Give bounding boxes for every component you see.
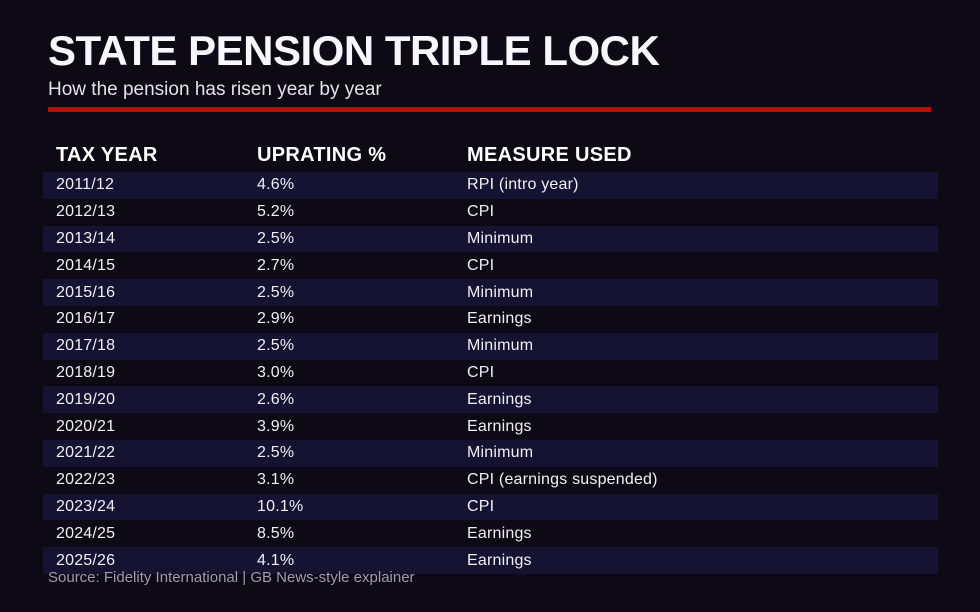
cell-measure: CPI (467, 203, 495, 221)
cell-year: 2020/21 (56, 417, 116, 435)
cell-uprating: 10.1% (257, 497, 304, 515)
cell-year: 2023/24 (56, 497, 116, 515)
cell-measure: CPI (467, 363, 495, 381)
table-row: 2018/19 3.0% CPI (43, 360, 938, 387)
cell-measure: CPI (467, 497, 495, 515)
cell-uprating: 3.1% (257, 471, 295, 489)
table-row: 2017/18 2.5% Minimum (43, 332, 938, 360)
red-divider-line (48, 107, 931, 112)
table-row: 2016/17 2.9% Earnings (43, 306, 938, 333)
table-row: 2013/14 2.5% Minimum (43, 225, 938, 253)
table-row: 2015/16 2.5% Minimum (43, 279, 938, 306)
cell-uprating: 2.5% (257, 283, 295, 301)
column-header-uprating: UPRATING % (257, 144, 387, 166)
cell-measure: Earnings (467, 524, 532, 542)
pension-table: TAX YEAR UPRATING % MEASURE USED 2011/12… (43, 139, 938, 574)
cell-uprating: 2.9% (257, 310, 295, 328)
cell-year: 2019/20 (56, 390, 116, 408)
cell-year: 2017/18 (56, 337, 116, 355)
cell-year: 2021/22 (56, 444, 116, 462)
cell-year: 2014/15 (56, 256, 116, 274)
cell-measure: Earnings (467, 551, 532, 569)
page-title: STATE PENSION TRIPLE LOCK (48, 27, 660, 74)
column-header-measure-used: MEASURE USED (467, 144, 632, 166)
cell-measure: Minimum (467, 444, 534, 462)
cell-year: 2018/19 (56, 363, 116, 381)
cell-year: 2013/14 (56, 229, 116, 247)
cell-uprating: 2.6% (257, 390, 295, 408)
table-body: 2011/12 4.6% RPI (intro year) 2012/13 5.2% CP… (43, 172, 938, 574)
table-row: 2019/20 2.6% Earnings (43, 386, 938, 414)
table-row: 2014/15 2.7% CPI (43, 252, 938, 279)
table-row: 2023/24 10.1% CPI (43, 493, 938, 521)
table-row: 2011/12 4.6% RPI (intro year) (43, 172, 938, 199)
table-row: 2022/23 3.1% CPI (earnings suspended) (43, 467, 938, 494)
cell-uprating: 2.7% (257, 256, 295, 274)
table-row: 2012/13 5.2% CPI (43, 199, 938, 226)
table-row: 2021/22 2.5% Minimum (43, 439, 938, 467)
source-attribution: Source: Fidelity International | GB News… (48, 569, 415, 586)
cell-uprating: 3.9% (257, 417, 295, 435)
cell-year: 2024/25 (56, 524, 116, 542)
cell-measure: Earnings (467, 390, 532, 408)
cell-measure: Minimum (467, 337, 534, 355)
cell-uprating: 3.0% (257, 363, 295, 381)
table-row: 2020/21 3.9% Earnings (43, 413, 938, 440)
cell-uprating: 2.5% (257, 229, 295, 247)
cell-measure: CPI (earnings suspended) (467, 471, 658, 489)
cell-measure: Earnings (467, 310, 532, 328)
cell-measure: Earnings (467, 417, 532, 435)
cell-measure: CPI (467, 256, 495, 274)
cell-uprating: 2.5% (257, 444, 295, 462)
table-row: 2025/26 4.1% Earnings (43, 547, 938, 574)
cell-measure: Minimum (467, 229, 534, 247)
cell-year: 2022/23 (56, 471, 116, 489)
cell-year: 2011/12 (56, 176, 115, 194)
cell-uprating: 4.1% (257, 551, 295, 569)
cell-year: 2016/17 (56, 310, 116, 328)
cell-year: 2012/13 (56, 203, 116, 221)
column-header-tax-year: TAX YEAR (56, 144, 158, 166)
cell-uprating: 4.6% (257, 176, 295, 194)
page-subtitle: How the pension has risen year by year (48, 79, 382, 100)
cell-uprating: 8.5% (257, 524, 295, 542)
cell-year: 2015/16 (56, 283, 116, 301)
cell-measure: Minimum (467, 283, 534, 301)
cell-year: 2025/26 (56, 551, 116, 569)
table-header-row: TAX YEAR UPRATING % MEASURE USED (43, 139, 938, 172)
table-row: 2024/25 8.5% Earnings (43, 520, 938, 547)
cell-uprating: 5.2% (257, 203, 295, 221)
cell-uprating: 2.5% (257, 337, 295, 355)
cell-measure: RPI (intro year) (467, 176, 579, 194)
